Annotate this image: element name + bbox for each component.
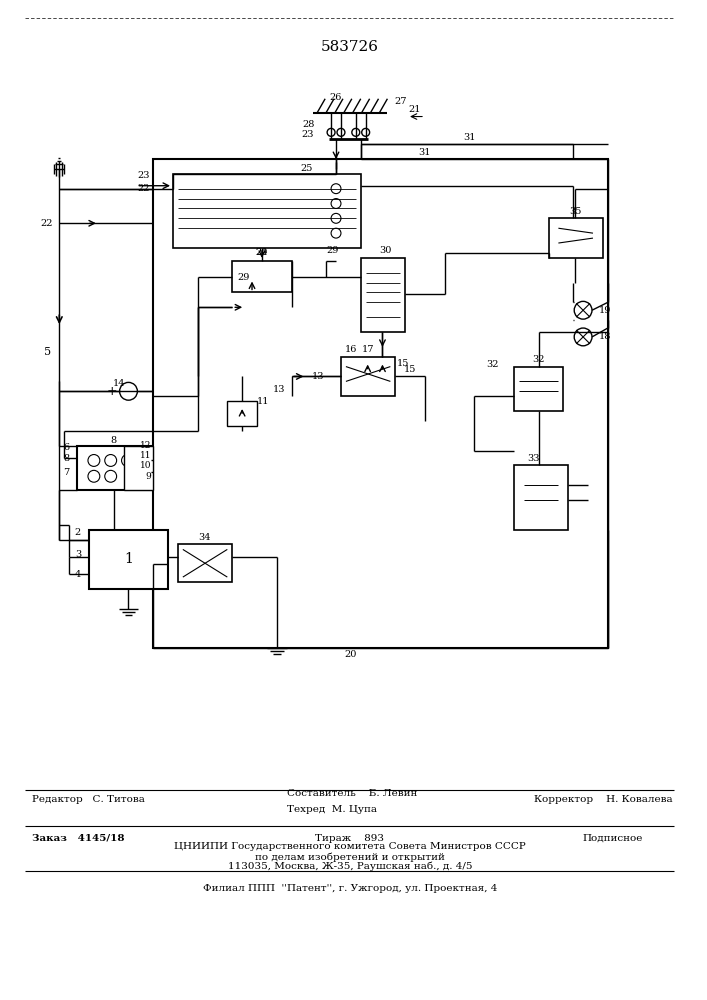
Circle shape: [331, 213, 341, 223]
Text: 11: 11: [140, 451, 151, 460]
Text: 22: 22: [138, 184, 150, 193]
Text: 33: 33: [527, 454, 540, 463]
Text: Тираж    893: Тираж 893: [315, 834, 385, 843]
Text: 17: 17: [361, 345, 374, 354]
Text: Составитель    Б. Левин: Составитель Б. Левин: [286, 789, 417, 798]
Text: 15: 15: [404, 365, 416, 374]
Circle shape: [88, 470, 100, 482]
Text: Техред  М. Цупа: Техред М. Цупа: [286, 805, 377, 814]
Text: 583726: 583726: [321, 40, 379, 54]
Bar: [361, 258, 405, 332]
Text: 32: 32: [486, 360, 499, 369]
Text: 5: 5: [45, 347, 52, 357]
Circle shape: [331, 228, 341, 238]
Text: 16: 16: [344, 345, 357, 354]
Circle shape: [88, 455, 100, 466]
Text: 15: 15: [397, 359, 409, 368]
Text: 12: 12: [140, 441, 151, 450]
Text: 23: 23: [138, 171, 150, 180]
Bar: [124, 446, 153, 490]
Bar: [549, 218, 603, 258]
Text: 35: 35: [569, 207, 581, 216]
Text: Филиал ППП  ''Патент'', г. Ужгород, ул. Проектная, 4: Филиал ППП ''Патент'', г. Ужгород, ул. П…: [203, 884, 497, 893]
Circle shape: [574, 328, 592, 346]
Circle shape: [352, 128, 360, 136]
Circle shape: [105, 455, 117, 466]
Bar: [89, 530, 168, 589]
Text: 20: 20: [344, 650, 357, 659]
Text: Корректор    Н. Ковалева: Корректор Н. Ковалева: [534, 795, 672, 804]
Text: 28: 28: [302, 120, 315, 129]
Text: 13: 13: [312, 372, 325, 381]
Bar: [228, 401, 257, 426]
Text: Заказ   4145/18: Заказ 4145/18: [32, 834, 124, 843]
Text: 24: 24: [256, 248, 268, 257]
Text: 8: 8: [110, 436, 117, 445]
Text: 6: 6: [63, 443, 69, 452]
Bar: [514, 465, 568, 530]
Text: 31: 31: [419, 148, 431, 157]
Bar: [341, 357, 395, 396]
Text: Подписное: Подписное: [582, 834, 643, 843]
Text: Редактор   С. Титова: Редактор С. Титова: [32, 795, 144, 804]
Text: по делам изобретений и открытий: по делам изобретений и открытий: [255, 852, 445, 862]
Circle shape: [105, 470, 117, 482]
Text: 31: 31: [463, 133, 476, 142]
Text: 10: 10: [140, 461, 151, 470]
Circle shape: [331, 199, 341, 208]
Circle shape: [362, 128, 370, 136]
Text: 27: 27: [394, 97, 407, 106]
Bar: [153, 159, 608, 648]
Circle shape: [331, 184, 341, 194]
Text: 113035, Москва, Ж-35, Раушская наб., д. 4/5: 113035, Москва, Ж-35, Раушская наб., д. …: [228, 862, 472, 871]
Text: 29: 29: [237, 273, 250, 282]
Text: 26: 26: [330, 93, 342, 102]
Circle shape: [119, 382, 137, 400]
Text: 32: 32: [532, 355, 545, 364]
Text: 22: 22: [40, 219, 52, 228]
Text: 34: 34: [199, 533, 211, 542]
Circle shape: [327, 128, 335, 136]
Bar: [514, 367, 563, 411]
Circle shape: [337, 128, 345, 136]
Text: 23: 23: [302, 130, 315, 139]
Text: 2: 2: [75, 528, 81, 537]
Text: 18: 18: [599, 332, 612, 341]
Text: ЦНИИПИ Государственного комитета Совета Министров СССР: ЦНИИПИ Государственного комитета Совета …: [174, 842, 526, 851]
Bar: [233, 261, 291, 292]
Bar: [178, 544, 233, 582]
Circle shape: [574, 301, 592, 319]
Text: 4: 4: [75, 570, 81, 579]
Text: 30: 30: [379, 246, 392, 255]
Bar: [77, 446, 151, 490]
Text: 1: 1: [124, 552, 133, 566]
Text: 29: 29: [327, 246, 339, 255]
Text: 3: 3: [75, 550, 81, 559]
Text: 19: 19: [599, 306, 612, 315]
Text: 7: 7: [63, 468, 69, 477]
Bar: [173, 174, 361, 248]
Text: 29: 29: [256, 248, 268, 257]
Text: 11: 11: [257, 397, 269, 406]
Text: 25: 25: [300, 164, 312, 173]
Text: 21: 21: [409, 105, 421, 114]
Text: 9: 9: [146, 472, 151, 481]
Text: 13: 13: [273, 385, 286, 394]
Text: +: +: [106, 385, 117, 398]
Text: 14: 14: [112, 379, 125, 388]
Circle shape: [122, 455, 134, 466]
Text: 8: 8: [63, 454, 69, 463]
